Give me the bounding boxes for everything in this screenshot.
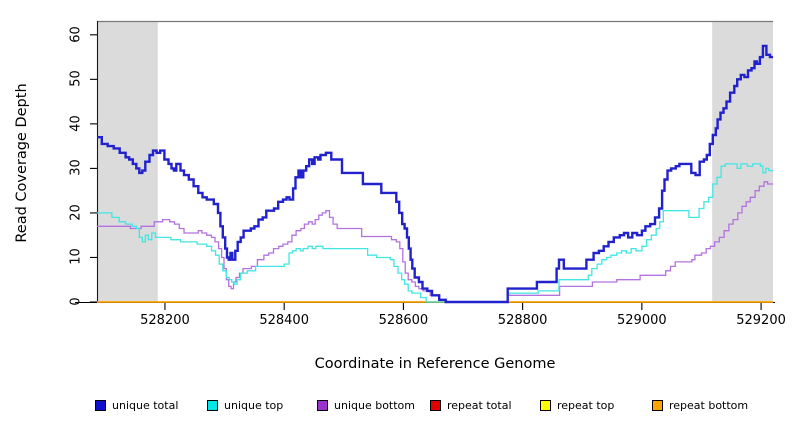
series-line-unique-bottom <box>97 181 773 303</box>
y-tick-label: 0 <box>68 297 84 306</box>
legend-label: repeat top <box>557 398 615 412</box>
y-tick-label: 30 <box>68 159 84 177</box>
series-line-unique-top <box>97 163 773 303</box>
series-line-unique-total <box>97 44 773 304</box>
y-tick-label: 50 <box>68 70 84 88</box>
y-tick-label: 40 <box>68 115 84 132</box>
y-tick-label: 10 <box>68 248 84 266</box>
y-axis-title: Read Coverage Depth <box>14 83 30 243</box>
legend-item-unique-top: unique top <box>207 398 284 412</box>
legend-label: unique bottom <box>334 398 416 412</box>
legend-swatch-icon <box>95 399 106 411</box>
legend-swatch-icon <box>430 399 441 411</box>
legend-item-repeat-top: repeat top <box>540 398 615 412</box>
x-tick-label: 528800 <box>497 313 548 328</box>
x-tick-label: 529000 <box>617 313 667 328</box>
legend-swatch-icon <box>207 399 218 411</box>
x-tick-label: 528200 <box>140 313 190 328</box>
legend-swatch-icon <box>540 399 551 411</box>
shaded-region <box>712 21 773 302</box>
y-tick-label: 20 <box>68 204 84 221</box>
legend-label: repeat total <box>447 398 512 412</box>
legend-item-repeat-total: repeat total <box>430 398 512 412</box>
legend-label: unique total <box>112 398 179 412</box>
legend-label: repeat bottom <box>669 398 749 412</box>
legend-item-repeat-bottom: repeat bottom <box>652 398 749 412</box>
legend-label: unique top <box>224 398 284 412</box>
legend-swatch-icon <box>317 399 328 411</box>
legend-swatch-icon <box>652 399 663 411</box>
legend-item-unique-bottom: unique bottom <box>317 398 416 412</box>
y-tick-label: 60 <box>68 26 84 43</box>
x-tick-label: 528400 <box>259 313 309 328</box>
x-axis-title: Coordinate in Reference Genome <box>314 356 556 372</box>
x-tick-label: 529200 <box>736 313 786 328</box>
x-tick-label: 528600 <box>378 313 429 328</box>
legend-item-unique-total: unique total <box>95 398 179 412</box>
